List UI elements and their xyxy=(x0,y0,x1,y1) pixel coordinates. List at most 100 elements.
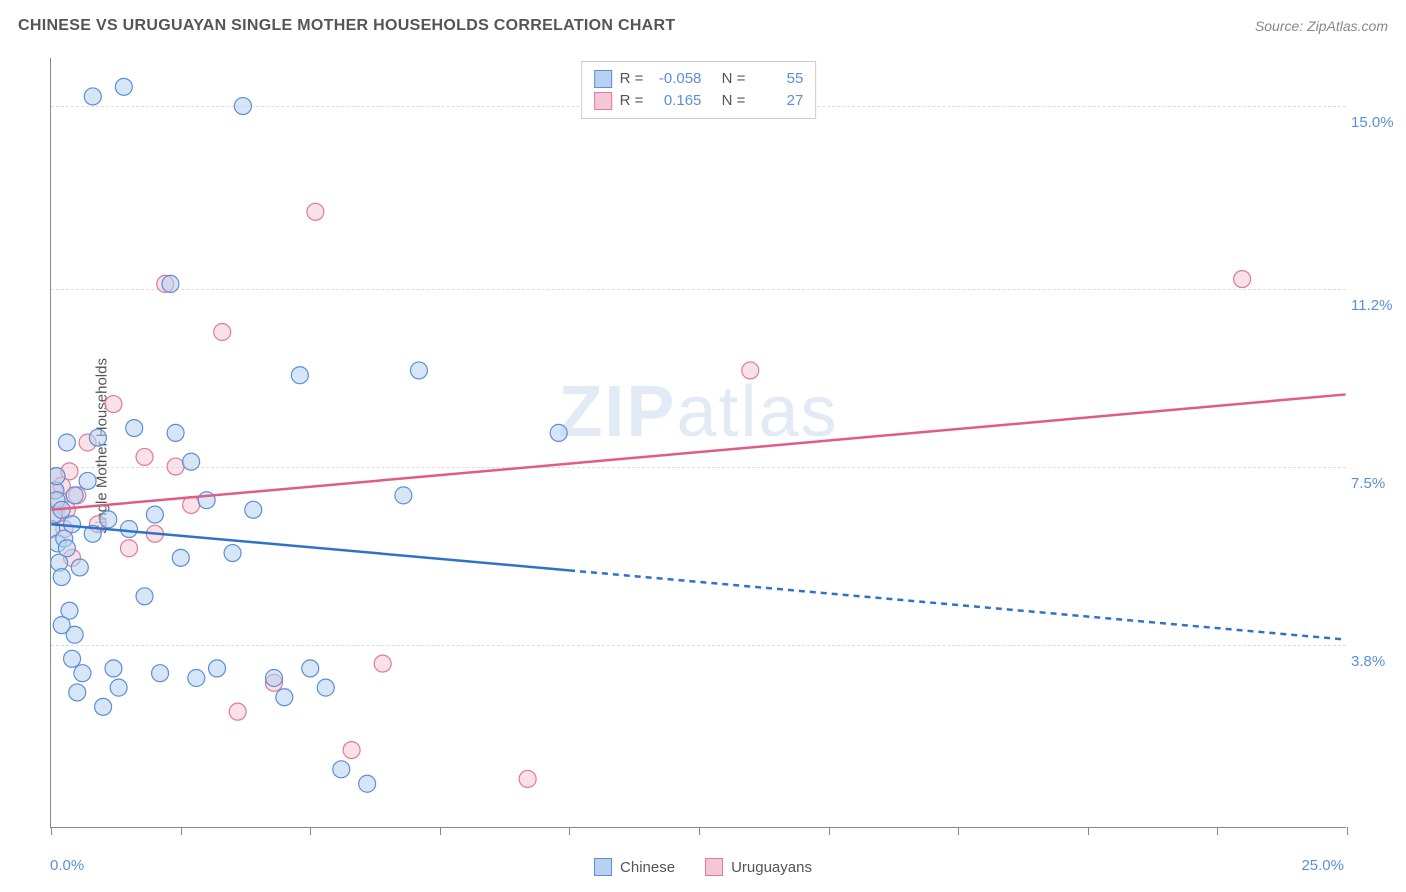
scatter-point xyxy=(126,420,143,437)
n-value-b: 27 xyxy=(753,90,803,112)
x-tick xyxy=(1347,827,1348,835)
scatter-point xyxy=(53,569,70,586)
scatter-point xyxy=(58,540,75,557)
scatter-point xyxy=(234,98,251,115)
scatter-point xyxy=(95,698,112,715)
chart-header: CHINESE VS URUGUAYAN SINGLE MOTHER HOUSE… xyxy=(0,0,1406,52)
scatter-point xyxy=(152,665,169,682)
scatter-point xyxy=(105,660,122,677)
scatter-point xyxy=(302,660,319,677)
scatter-point xyxy=(183,453,200,470)
x-tick xyxy=(958,827,959,835)
scatter-point xyxy=(121,521,138,538)
scatter-point xyxy=(64,650,81,667)
legend-label-a: Chinese xyxy=(620,859,675,876)
scatter-point xyxy=(317,679,334,696)
scatter-point xyxy=(550,424,567,441)
x-tick xyxy=(1088,827,1089,835)
scatter-point xyxy=(245,501,262,518)
scatter-point xyxy=(343,742,360,759)
scatter-point xyxy=(105,396,122,413)
scatter-point xyxy=(136,448,153,465)
n-label-b: N = xyxy=(722,90,746,112)
legend-swatch-b xyxy=(705,858,723,876)
scatter-point xyxy=(121,540,138,557)
stats-row-b: R = 0.165 N = 27 xyxy=(594,90,804,112)
r-label-b: R = xyxy=(620,90,644,112)
legend-swatch-a xyxy=(594,858,612,876)
scatter-point xyxy=(209,660,226,677)
y-tick-label: 7.5% xyxy=(1351,475,1406,492)
x-axis-min-label: 0.0% xyxy=(50,857,84,874)
swatch-a xyxy=(594,70,612,88)
scatter-point xyxy=(265,670,282,687)
scatter-point xyxy=(115,78,132,95)
scatter-point xyxy=(136,588,153,605)
scatter-point xyxy=(359,775,376,792)
scatter-point xyxy=(229,703,246,720)
trend-line-dashed xyxy=(569,570,1346,639)
legend-item-a: Chinese xyxy=(594,858,675,876)
scatter-point xyxy=(395,487,412,504)
scatter-point xyxy=(374,655,391,672)
x-tick xyxy=(1217,827,1218,835)
scatter-point xyxy=(188,670,205,687)
y-tick-label: 15.0% xyxy=(1351,114,1406,131)
scatter-point xyxy=(71,559,88,576)
scatter-point xyxy=(110,679,127,696)
scatter-point xyxy=(84,88,101,105)
y-tick-label: 3.8% xyxy=(1351,653,1406,670)
x-tick xyxy=(569,827,570,835)
scatter-point xyxy=(410,362,427,379)
x-tick xyxy=(699,827,700,835)
x-tick xyxy=(51,827,52,835)
chart-source: Source: ZipAtlas.com xyxy=(1255,18,1388,34)
scatter-point xyxy=(51,468,65,485)
legend-item-b: Uruguayans xyxy=(705,858,812,876)
scatter-point xyxy=(333,761,350,778)
scatter-point xyxy=(64,516,81,533)
y-tick-label: 11.2% xyxy=(1351,297,1406,314)
r-value-b: 0.165 xyxy=(651,90,701,112)
scatter-point xyxy=(66,487,83,504)
scatter-point xyxy=(79,472,96,489)
n-value-a: 55 xyxy=(753,68,803,90)
scatter-point xyxy=(167,424,184,441)
chart-title: CHINESE VS URUGUAYAN SINGLE MOTHER HOUSE… xyxy=(18,17,675,35)
plot-area: ZIPatlas R = -0.058 N = 55 R = 0.165 N =… xyxy=(50,58,1346,828)
scatter-point xyxy=(74,665,91,682)
r-value-a: -0.058 xyxy=(651,68,701,90)
scatter-point xyxy=(291,367,308,384)
scatter-point xyxy=(58,434,75,451)
scatter-point xyxy=(224,545,241,562)
n-label-a: N = xyxy=(722,68,746,90)
scatter-point xyxy=(172,549,189,566)
scatter-point xyxy=(100,511,117,528)
plot-svg xyxy=(51,58,1346,827)
swatch-b xyxy=(594,92,612,110)
scatter-point xyxy=(519,770,536,787)
scatter-point xyxy=(307,203,324,220)
scatter-point xyxy=(167,458,184,475)
x-tick xyxy=(829,827,830,835)
r-label-a: R = xyxy=(620,68,644,90)
scatter-point xyxy=(214,323,231,340)
scatter-point xyxy=(1234,271,1251,288)
scatter-point xyxy=(146,506,163,523)
scatter-point xyxy=(53,617,70,634)
legend-label-b: Uruguayans xyxy=(731,859,812,876)
bottom-legend: Chinese Uruguayans xyxy=(594,858,812,876)
x-axis-max-label: 25.0% xyxy=(1301,857,1344,874)
scatter-point xyxy=(89,429,106,446)
stats-row-a: R = -0.058 N = 55 xyxy=(594,68,804,90)
chart-container: CHINESE VS URUGUAYAN SINGLE MOTHER HOUSE… xyxy=(0,0,1406,892)
x-tick xyxy=(310,827,311,835)
stats-legend: R = -0.058 N = 55 R = 0.165 N = 27 xyxy=(581,61,817,119)
x-tick xyxy=(440,827,441,835)
scatter-point xyxy=(162,275,179,292)
trend-line-solid xyxy=(51,394,1345,509)
scatter-point xyxy=(276,689,293,706)
scatter-point xyxy=(69,684,86,701)
x-tick xyxy=(181,827,182,835)
scatter-point xyxy=(742,362,759,379)
